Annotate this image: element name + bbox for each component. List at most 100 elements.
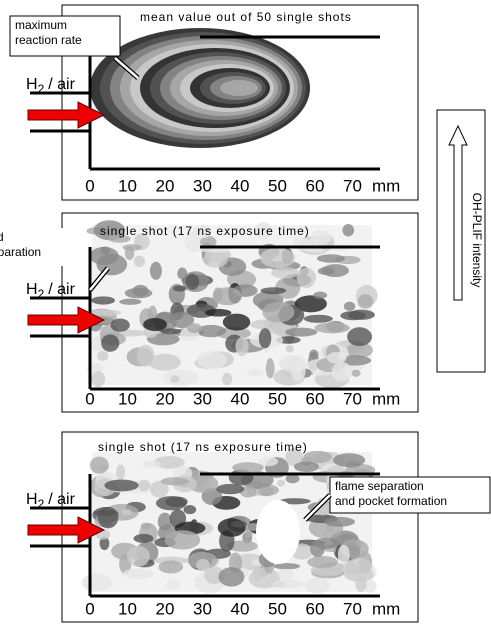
x-tick-label: 0: [85, 176, 94, 195]
x-tick-label: 10: [118, 176, 137, 195]
x-tick-label: 60: [306, 599, 325, 618]
flame-speck: [294, 462, 319, 472]
flame-band: [220, 80, 258, 96]
flame-speck: [186, 274, 200, 290]
x-tick-label: 50: [268, 176, 287, 195]
flame-speck: [307, 556, 338, 568]
flame-speck: [101, 335, 119, 352]
inlet-rest: / air: [48, 491, 75, 508]
x-tick-label: 60: [306, 389, 325, 408]
flame-speck: [258, 486, 274, 496]
flame-speck: [304, 315, 333, 323]
flame-speck: [222, 373, 232, 386]
flame-speck: [104, 480, 138, 492]
flame-speck: [344, 302, 355, 311]
x-tick-label: 30: [193, 176, 212, 195]
axis-unit: mm: [372, 176, 400, 195]
flame-speck: [205, 309, 232, 317]
x-tick-label: 50: [268, 389, 287, 408]
flame-speck: [122, 509, 132, 515]
panel-caption: single shot (17 ns exposure time): [100, 224, 310, 238]
x-tick-label: 70: [343, 599, 362, 618]
flame-speck: [358, 294, 374, 308]
inlet-rest: / air: [48, 76, 75, 93]
inlet-subscript: 2: [38, 287, 45, 301]
inlet-species: H: [26, 491, 38, 508]
flame-speck: [262, 302, 294, 323]
flame-speck: [247, 369, 264, 375]
flame-speck: [310, 230, 330, 245]
flame-speck: [259, 328, 271, 348]
flame-speck: [305, 578, 330, 593]
flame-speck: [223, 314, 250, 331]
flame-speck: [81, 574, 111, 591]
flame-speck: [317, 254, 345, 262]
flame-speck: [340, 311, 365, 320]
flame-speck: [123, 568, 154, 579]
flame-speck: [324, 517, 355, 527]
inlet-species: H: [26, 281, 38, 298]
flame-speck: [260, 248, 295, 268]
flame-speck: [91, 296, 115, 304]
axis-unit: mm: [372, 389, 400, 408]
flame-speck: [277, 569, 294, 580]
flame-speck: [333, 453, 365, 467]
x-tick-label: 70: [343, 176, 362, 195]
flame-speck: [277, 480, 285, 487]
flame-speck: [142, 461, 161, 468]
x-tick-label: 30: [193, 389, 212, 408]
annotation-text: sided: [0, 230, 4, 244]
annotation-text: reaction rate: [15, 33, 82, 47]
x-tick-label: 30: [193, 599, 212, 618]
x-tick-label: 60: [306, 176, 325, 195]
annotation-text: e separation: [0, 245, 41, 259]
flame-speck: [90, 457, 109, 474]
flame-speck: [219, 567, 245, 587]
flame-speck: [116, 465, 125, 480]
x-tick-label: 10: [118, 389, 137, 408]
inlet-rest: / air: [48, 281, 75, 298]
colorbar-label: OH-PLIF intensity: [470, 193, 484, 288]
axis-unit: mm: [372, 599, 400, 618]
flame-speck: [327, 352, 346, 364]
flame-speck: [160, 328, 181, 334]
inlet-subscript: 2: [38, 497, 45, 511]
flame-speck: [158, 513, 172, 531]
x-tick-label: 0: [85, 599, 94, 618]
flame-speck: [137, 345, 154, 367]
flame-speck: [351, 370, 361, 377]
flame-speck: [139, 480, 151, 492]
flame-speck: [309, 349, 318, 359]
x-tick-label: 70: [343, 389, 362, 408]
x-tick-label: 20: [156, 176, 175, 195]
flame-speck: [196, 559, 210, 572]
flame-speck: [119, 299, 141, 305]
flame-speck: [184, 505, 197, 514]
flame-speck: [165, 496, 187, 507]
x-tick-label: 20: [156, 389, 175, 408]
flame-speck: [127, 546, 150, 567]
flame-speck: [347, 327, 372, 346]
flame-speck: [315, 322, 350, 333]
flame-speck: [271, 267, 299, 278]
flame-speck: [231, 521, 247, 528]
flame-speck: [134, 256, 145, 267]
inlet-label: H2/ air: [26, 491, 76, 511]
inlet-label: H2/ air: [26, 281, 76, 301]
x-tick-label: 0: [85, 389, 94, 408]
flame-speck: [170, 375, 179, 383]
panel-caption: mean value out of 50 single shots: [140, 10, 352, 24]
x-tick-label: 40: [231, 599, 250, 618]
flame-speck: [197, 351, 227, 369]
flame-speck: [244, 530, 252, 538]
flame-speck: [291, 360, 306, 381]
inlet-label: H2/ air: [26, 76, 76, 96]
flame-speck: [286, 345, 294, 353]
flame-speck: [165, 530, 201, 549]
flame-speck: [318, 267, 334, 275]
flame-speck: [212, 287, 242, 305]
inlet-species: H: [26, 76, 38, 93]
flame-speck: [94, 510, 119, 516]
pocket: [256, 500, 300, 564]
flame-speck: [90, 247, 119, 265]
